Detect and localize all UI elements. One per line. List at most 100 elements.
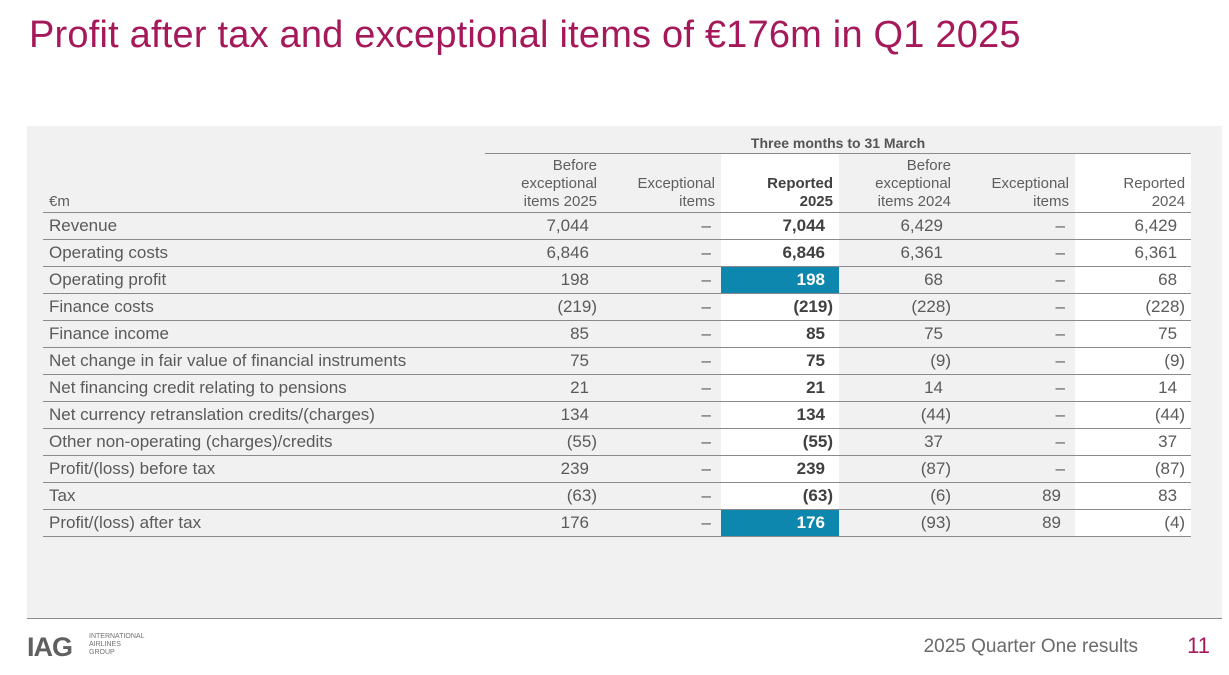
logo-line: GROUP <box>89 649 115 656</box>
footer-caption: 2025 Quarter One results <box>923 636 1138 657</box>
column-header-line: items 2024 <box>877 193 951 210</box>
table-cell: 21 <box>485 374 603 402</box>
column-header-line: exceptional <box>875 175 951 192</box>
row-label: Net financing credit relating to pension… <box>43 374 485 402</box>
table-row: Operating profit 198–198 68–68 <box>43 266 1192 294</box>
table-cell: – <box>603 428 721 456</box>
table-cell: (228) <box>839 293 957 321</box>
table-cell: – <box>603 374 721 402</box>
page-number: 11 <box>1187 633 1210 658</box>
period-header: Three months to 31 March <box>485 132 1192 154</box>
logo-line: AIRLINES <box>89 641 121 648</box>
row-label: Revenue <box>43 212 485 240</box>
table-cell: (55) <box>721 428 839 456</box>
table-cell: 6,361 <box>1075 239 1192 267</box>
column-header-line: Before <box>906 157 951 174</box>
table-cell: (219) <box>721 293 839 321</box>
table-cell: 176 <box>721 509 839 537</box>
table-row: Finance costs (219) – (219) (228) – (228) <box>43 293 1192 321</box>
row-label: Profit/(loss) before tax <box>43 455 485 483</box>
table-cell: 198 <box>721 266 839 294</box>
table-cell: 89 <box>957 509 1075 537</box>
table-cell: 85 <box>721 320 839 348</box>
table-row: Tax (63) – (63) (6) 89 83 <box>43 482 1192 510</box>
logo-wordmark: INTERNATIONAL AIRLINES GROUP <box>89 633 145 657</box>
column-header-line: 2024 <box>1151 193 1186 210</box>
table-row: Profit/(loss) before tax 239–239 (87) – (87) <box>43 455 1192 483</box>
table-cell: – <box>603 212 721 240</box>
table-cell: 75 <box>1075 320 1192 348</box>
table-cell: 6,429 <box>1075 212 1192 240</box>
column-header-line: 2025 <box>799 193 833 210</box>
period-header-spacer <box>43 132 485 154</box>
table-cell: (4) <box>1075 509 1192 537</box>
table-cell: – <box>957 239 1075 267</box>
table-cell: – <box>957 266 1075 294</box>
table-cell: 134 <box>721 401 839 429</box>
table-cell: – <box>603 266 721 294</box>
table-cell: 6,361 <box>839 239 957 267</box>
row-label: Net currency retranslation credits/(char… <box>43 401 485 429</box>
table-cell: – <box>603 509 721 537</box>
table-cell: (87) <box>1075 455 1192 483</box>
column-header: Exceptional items <box>603 153 721 213</box>
period-header-row: Three months to 31 March <box>43 132 1192 154</box>
table-cell: 239 <box>721 455 839 483</box>
table-cell: 134 <box>485 401 603 429</box>
table-cell: 6,429 <box>839 212 957 240</box>
table-cell: – <box>957 320 1075 348</box>
table-cell: (63) <box>721 482 839 510</box>
row-label: Operating costs <box>43 239 485 267</box>
table-cell: 21 <box>721 374 839 402</box>
table-cell: – <box>603 239 721 267</box>
table-cell: (6) <box>839 482 957 510</box>
table-cell: – <box>603 401 721 429</box>
table-cell: (9) <box>1075 347 1192 375</box>
table-cell: (9) <box>839 347 957 375</box>
table-cell: 14 <box>839 374 957 402</box>
table-cell: 68 <box>1075 266 1192 294</box>
table-row: Revenue 7,044–7,044 6,429–6,429 <box>43 212 1192 240</box>
column-header-line: Reported <box>767 175 833 192</box>
table-row: Net change in fair value of financial in… <box>43 347 1192 375</box>
column-header: Exceptional items <box>957 153 1075 213</box>
row-label: Profit/(loss) after tax <box>43 509 485 537</box>
column-header: Before exceptional items 2025 <box>485 153 603 213</box>
logo-line: INTERNATIONAL <box>89 633 145 640</box>
table-row: Finance income 85–85 75–75 <box>43 320 1192 348</box>
table-cell: 37 <box>1075 428 1192 456</box>
column-header-line: Reported <box>1123 175 1186 192</box>
table-row: Operating costs 6,846–6,846 6,361–6,361 <box>43 239 1192 267</box>
table-cell: – <box>957 401 1075 429</box>
table-cell: 75 <box>485 347 603 375</box>
row-label: Other non-operating (charges)/credits <box>43 428 485 456</box>
row-label: Finance income <box>43 320 485 348</box>
table-cell: 198 <box>485 266 603 294</box>
column-header: Before exceptional items 2024 <box>839 153 957 213</box>
row-label: Finance costs <box>43 293 485 321</box>
table-cell: (228) <box>1075 293 1192 321</box>
column-header: Reported 2024 <box>1075 153 1192 213</box>
table-cell: 83 <box>1075 482 1192 510</box>
table-row: Other non-operating (charges)/credits (55… <box>43 428 1192 456</box>
table-cell: 68 <box>839 266 957 294</box>
table-cell: – <box>603 455 721 483</box>
table-body: Revenue 7,044–7,044 6,429–6,429 Operating c… <box>43 212 1192 537</box>
column-header-line: exceptional <box>521 175 597 192</box>
column-header: Reported 2025 <box>721 153 839 213</box>
row-label: Tax <box>43 482 485 510</box>
column-header-row: €m Before exceptional items 2025 Exceptiona… <box>43 153 1192 213</box>
table-cell: (44) <box>839 401 957 429</box>
unit-label: €m <box>43 153 485 213</box>
table-row: Net financing credit relating to pension… <box>43 374 1192 402</box>
table-cell: – <box>603 293 721 321</box>
table-cell: 14 <box>1075 374 1192 402</box>
table-cell: – <box>957 428 1075 456</box>
table-cell: 75 <box>839 320 957 348</box>
table-cell: (44) <box>1075 401 1192 429</box>
column-header-line: items <box>679 193 715 210</box>
income-statement-table: Three months to 31 March €m Before except… <box>43 132 1192 537</box>
table-cell: (63) <box>485 482 603 510</box>
table-cell: – <box>603 320 721 348</box>
column-header-line: Exceptional <box>991 175 1069 192</box>
